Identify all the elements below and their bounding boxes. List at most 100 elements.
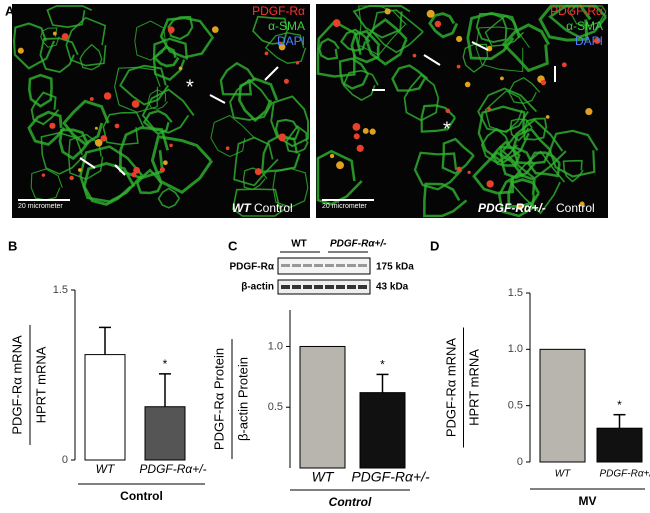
tissue-fiber: [475, 26, 530, 73]
band: [303, 285, 312, 289]
tissue-fiber: [420, 104, 457, 133]
caption-condition: Control: [556, 201, 595, 215]
bands: [281, 264, 367, 289]
tissue-cell: [114, 123, 120, 129]
tissue-fiber: [79, 145, 144, 203]
tissue-cell: [178, 66, 183, 71]
tissue-cell: [486, 180, 494, 188]
tissue-cell: [540, 79, 547, 86]
tissue-fiber: [219, 61, 257, 96]
tissue-fiber: [371, 9, 424, 54]
x-tick-label: WT: [312, 469, 335, 485]
x-tick-label: WT: [96, 462, 116, 476]
tissue-fiber: [480, 127, 518, 165]
legend-green: α-SMA: [268, 19, 305, 33]
group-label: Control: [120, 489, 163, 503]
tissue-cell: [332, 19, 341, 27]
tissue-fiber: [391, 64, 429, 92]
tissue-fiber: [79, 43, 103, 71]
bar: [539, 348, 586, 463]
band: [347, 285, 356, 289]
band: [314, 285, 323, 289]
tissue-cell: [169, 143, 173, 148]
tissue-cell: [561, 62, 567, 68]
tissue-fiber: [12, 22, 56, 70]
tissue-cell: [412, 53, 417, 58]
tissue-cell: [52, 31, 57, 36]
image-asterisk: *: [186, 76, 194, 98]
tissue-fiber: [338, 57, 370, 90]
tissue-cell: [41, 173, 46, 177]
tissue-cell: [162, 160, 168, 166]
x-tick-label: PDGF-Rα+/-: [139, 462, 206, 476]
legend-red: PDGF-Rα: [550, 4, 603, 18]
group-label: Control: [329, 495, 372, 509]
tissue-fiber: [569, 5, 607, 27]
panel-label: A: [5, 3, 15, 18]
tissue-fiber: [428, 12, 459, 39]
tissue-cell: [369, 128, 376, 135]
tissue-fiber: [210, 114, 255, 158]
tissue-cell: [295, 61, 300, 65]
band: [314, 264, 323, 267]
tissue-cell: [456, 166, 462, 172]
tissue-cell: [353, 133, 360, 140]
tissue-fiber: [141, 88, 195, 134]
x-tick-label: WT: [555, 469, 571, 480]
tissue-fiber: [159, 16, 215, 59]
tissue-fiber: [238, 77, 279, 123]
tissue-fiber: [477, 87, 538, 133]
tissue-cell: [133, 166, 141, 174]
tissue-fiber: [119, 126, 170, 180]
y-label: PDGF-Rα mRNA: [9, 335, 24, 435]
tissue-cell: [103, 92, 112, 100]
tissue-cell: [131, 100, 140, 108]
arrows: [79, 41, 556, 176]
tissue-cell: [464, 81, 471, 88]
legend-blue: DAPI: [575, 34, 603, 48]
y-label: β-actin Protein: [235, 357, 250, 441]
band: [358, 285, 367, 289]
band: [336, 264, 345, 267]
tissue-cell: [434, 20, 442, 28]
y-label: HPRT mRNA: [466, 349, 481, 426]
tissue-fiber: [67, 133, 104, 180]
y-tick-label: 1.0: [268, 340, 283, 352]
panel-label: C: [228, 238, 238, 253]
tissue-fiber: [477, 105, 530, 164]
tissue-cell: [593, 37, 601, 44]
tissue-fiber: [403, 73, 440, 122]
tissue-cell: [17, 47, 24, 54]
tissue-fiber: [167, 15, 194, 41]
tissue-fiber: [548, 129, 599, 178]
band: [281, 285, 290, 289]
tissue-cell: [94, 138, 103, 147]
y-tick-label: 0.5: [268, 401, 283, 413]
tissue-cell: [329, 153, 335, 159]
tissue-cell: [225, 146, 230, 151]
y-tick-label: 1.0: [508, 343, 523, 355]
legend-green: α-SMA: [566, 19, 603, 33]
tissue-fiber: [342, 69, 379, 102]
blot-row: PDGF-Rα: [230, 262, 275, 273]
tissue-fiber: [497, 173, 536, 218]
y-label: PDGF-Rα mRNA: [443, 338, 458, 438]
scale-label: 20 micrometer: [18, 203, 63, 210]
band: [336, 285, 345, 289]
band: [303, 264, 312, 267]
blot-strip: [277, 279, 371, 295]
tissue-fiber: [152, 37, 189, 81]
tissue-cell: [89, 97, 94, 101]
tissue-fiber: [40, 131, 86, 175]
tissue-cell: [167, 26, 175, 34]
tissue-cell: [356, 144, 364, 152]
tissue-cell: [254, 168, 262, 176]
band: [292, 264, 301, 267]
y-label: HPRT mRNA: [33, 346, 48, 423]
tissue-fiber: [285, 125, 309, 154]
tissue-cell: [336, 161, 344, 170]
tissue-cell: [69, 175, 74, 181]
tissue-fiber: [462, 43, 489, 73]
tissue-fiber: [147, 89, 168, 110]
